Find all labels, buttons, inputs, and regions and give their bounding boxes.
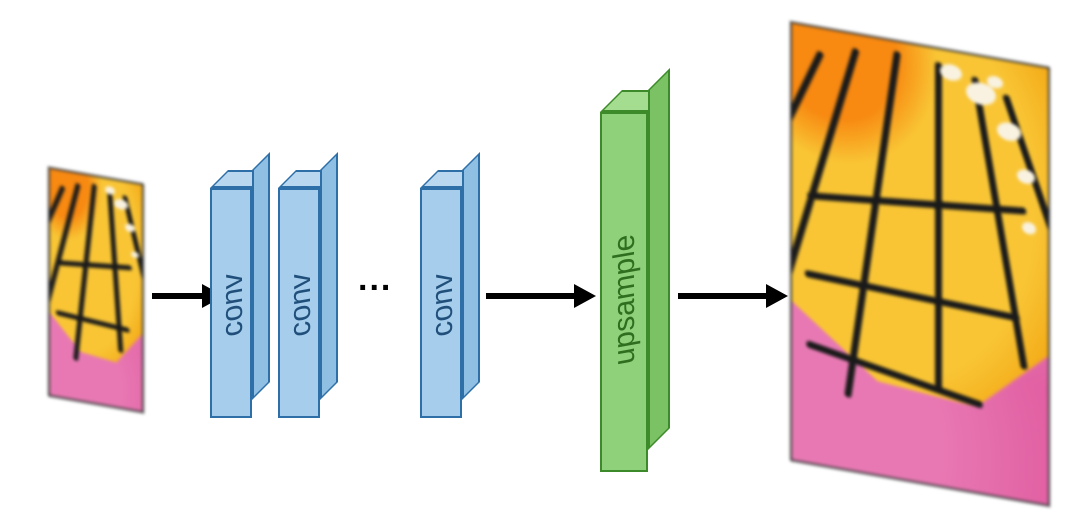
- diagram-stage: conv conv ... conv upsample: [0, 0, 1072, 531]
- conv-block-2: conv: [278, 170, 338, 418]
- conv-block-1: conv: [210, 170, 270, 418]
- arrow-upsample-to-output: [678, 284, 788, 308]
- input-image: [48, 167, 144, 414]
- conv-block-n: conv: [420, 170, 480, 418]
- upsample-block: upsample: [600, 90, 670, 472]
- ellipsis: ...: [358, 260, 392, 299]
- arrow-conv-to-upsample: [486, 284, 596, 308]
- output-image: [790, 21, 1050, 507]
